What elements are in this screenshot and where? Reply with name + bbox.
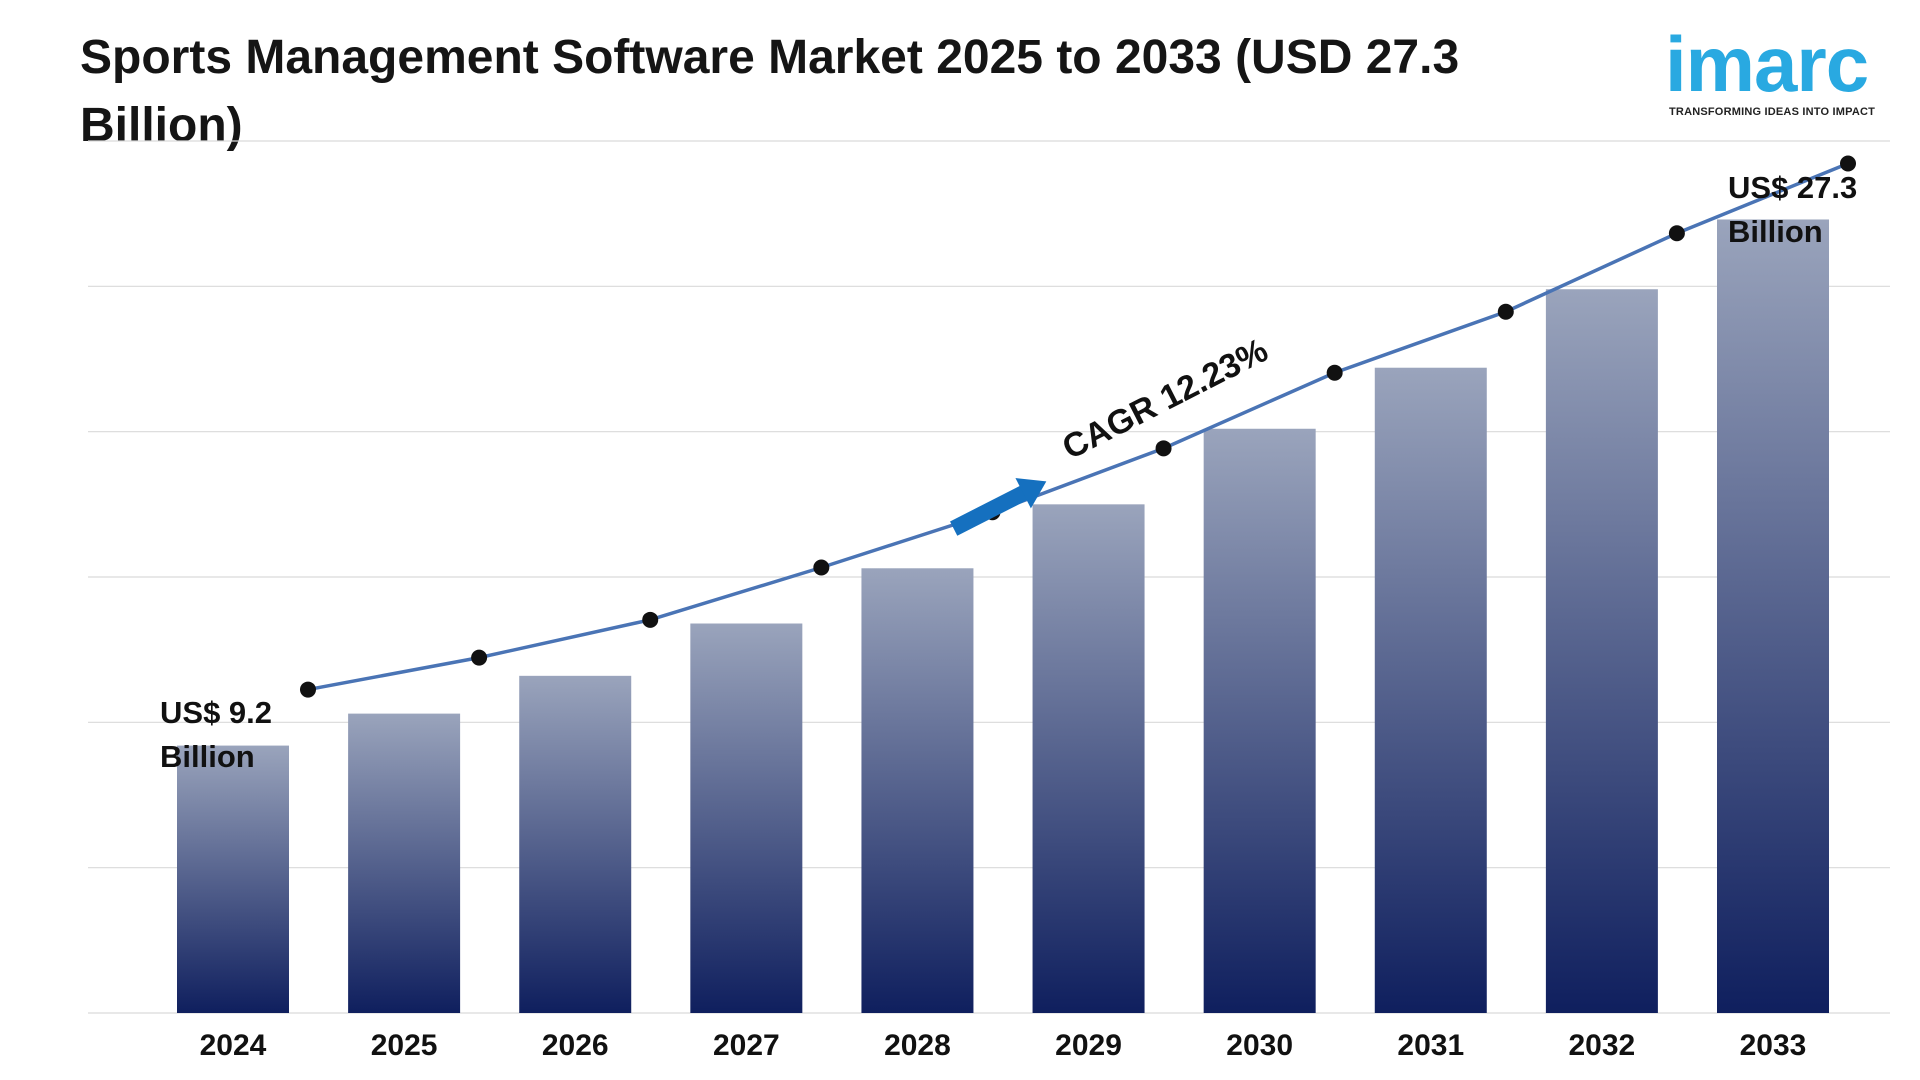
x-tick-2030: 2030 bbox=[1226, 1029, 1293, 1062]
trend-marker-2033 bbox=[1840, 155, 1856, 172]
imarc-logo: imarc TRANSFORMING IDEAS INTO IMPACT bbox=[1665, 20, 1895, 130]
x-tick-labels: 2024 2025 2026 2027 2028 2029 2030 2031 2032 2033 bbox=[200, 1029, 1807, 1062]
bar-2027 bbox=[690, 623, 803, 1013]
x-tick-2026: 2026 bbox=[542, 1029, 609, 1062]
bar-2030 bbox=[1203, 428, 1316, 1013]
start-value-label: US$ 9.2 bbox=[160, 695, 272, 730]
trend-marker-2031 bbox=[1497, 303, 1514, 320]
x-tick-2031: 2031 bbox=[1397, 1029, 1464, 1062]
trend-marker-2026 bbox=[642, 611, 659, 628]
x-tick-2029: 2029 bbox=[1055, 1029, 1122, 1062]
bar-2028 bbox=[861, 568, 974, 1013]
end-unit-label: Billion bbox=[1728, 214, 1823, 249]
trend-marker-2027 bbox=[813, 559, 830, 576]
bars bbox=[177, 219, 1829, 1014]
bar-2024 bbox=[177, 745, 289, 1013]
bar-2025 bbox=[348, 713, 461, 1013]
cagr-arrow bbox=[950, 478, 1047, 536]
bar-2033 bbox=[1717, 219, 1829, 1014]
trend-marker-2024 bbox=[300, 681, 316, 698]
trend-marker-2029 bbox=[1155, 440, 1172, 457]
bar-2031 bbox=[1374, 367, 1487, 1014]
bar-2029 bbox=[1032, 504, 1145, 1013]
x-tick-2025: 2025 bbox=[371, 1029, 438, 1062]
chart-title: Sports Management Software Market 2025 t… bbox=[80, 31, 1460, 152]
x-tick-2028: 2028 bbox=[884, 1029, 951, 1062]
start-unit-label: Billion bbox=[160, 739, 255, 774]
bar-2032 bbox=[1545, 289, 1658, 1013]
x-tick-2032: 2032 bbox=[1569, 1029, 1636, 1062]
trend-marker-2025 bbox=[471, 649, 488, 666]
trend-line bbox=[307, 161, 1849, 692]
logo-tagline: TRANSFORMING IDEAS INTO IMPACT bbox=[1669, 106, 1876, 118]
end-value-label: US$ 27.3 bbox=[1728, 170, 1857, 205]
x-tick-2033: 2033 bbox=[1740, 1029, 1807, 1062]
trend-line-group bbox=[300, 155, 1856, 698]
x-tick-2024: 2024 bbox=[200, 1029, 267, 1062]
bar-2026 bbox=[519, 675, 632, 1013]
x-tick-2027: 2027 bbox=[713, 1029, 780, 1062]
logo-wordmark: imarc bbox=[1665, 20, 1869, 108]
trend-marker-2032 bbox=[1668, 225, 1685, 242]
trend-marker-2030 bbox=[1326, 364, 1343, 381]
